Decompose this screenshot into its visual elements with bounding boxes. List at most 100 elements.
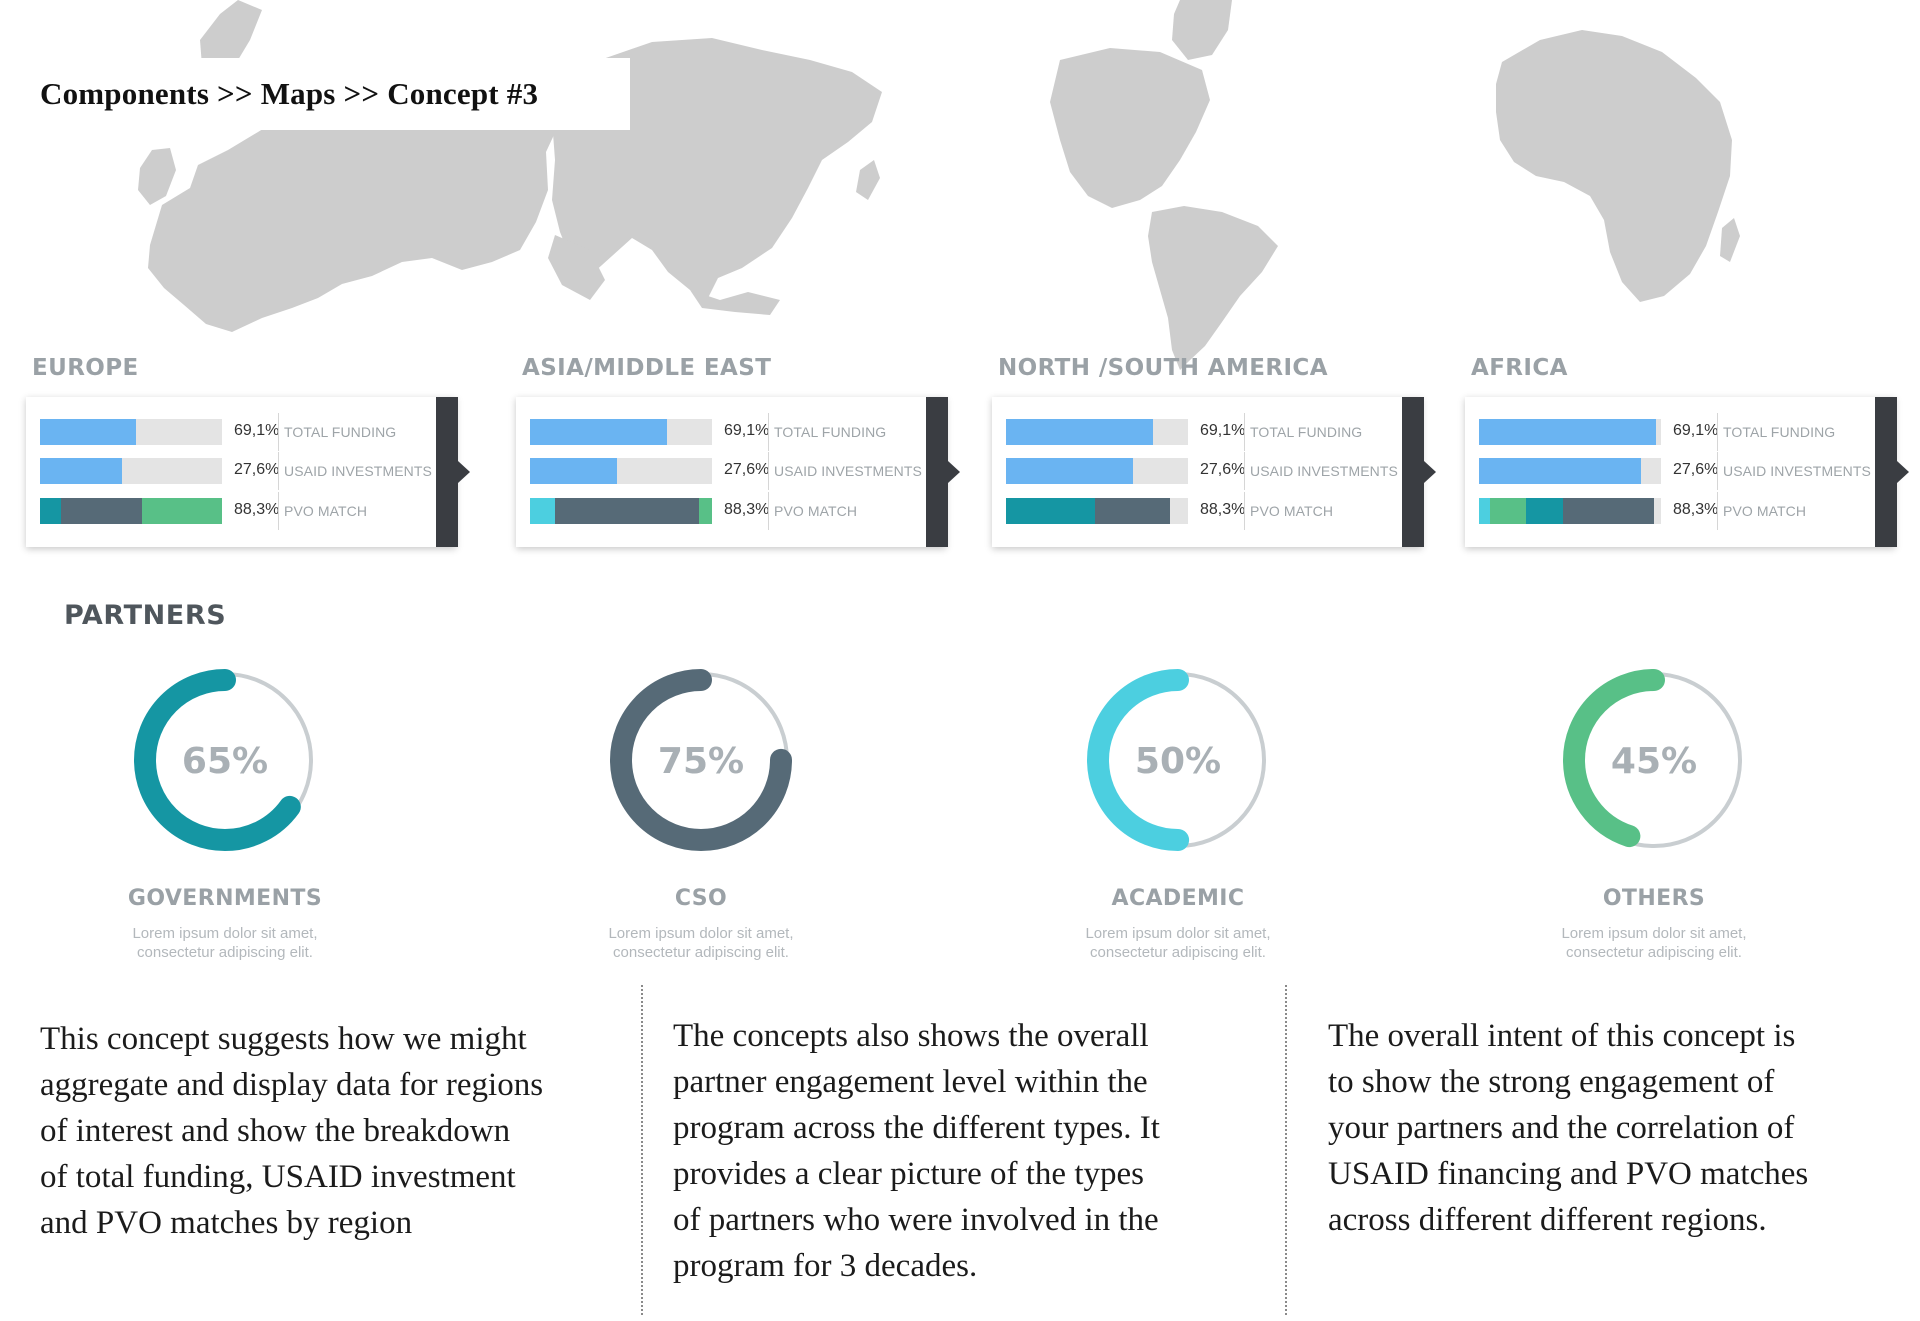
metric-label: PVO MATCH	[1250, 503, 1334, 519]
partner-donut: 50%	[1087, 669, 1269, 851]
metric-value: 69,1%	[724, 422, 770, 439]
metric-value: 27,6%	[724, 461, 770, 478]
metric-bar	[1006, 419, 1188, 445]
metric-bar-segment	[1479, 419, 1656, 445]
metric-row: 27,6% USAID INVESTMENTS	[530, 452, 922, 490]
note-line: aggregate and display data for regions	[40, 1067, 544, 1103]
metric-divider	[768, 413, 769, 451]
metric-divider	[1244, 413, 1245, 451]
note-line: of interest and show the breakdown	[40, 1113, 511, 1149]
metric-value: 88,3%	[1200, 501, 1246, 518]
partner-description-line: consectetur adipiscing elit.	[1090, 944, 1266, 961]
note-line: The concepts also shows the overall	[673, 1018, 1149, 1054]
note-regions: This concept suggests how we might aggreg…	[40, 1016, 630, 1246]
metric-bar-segment	[1526, 498, 1563, 524]
metric-bar-segment	[40, 458, 122, 484]
partner-cso[interactable]: 75% CSO Lorem ipsum dolor sit amet, consect…	[551, 660, 851, 961]
metric-value: 27,6%	[1200, 461, 1246, 478]
note-line: and PVO matches by region	[40, 1205, 413, 1241]
metric-bar-segment	[530, 458, 618, 484]
chevron-right-icon[interactable]	[458, 461, 470, 483]
region-title: NORTH /SOUTH AMERICA	[998, 355, 1328, 381]
partner-others[interactable]: 45% OTHERS Lorem ipsum dolor sit amet, cons…	[1504, 660, 1804, 961]
metric-row: 88,3% PVO MATCH	[1006, 492, 1396, 530]
map-land-arabia	[548, 235, 605, 300]
metric-bar-segment	[1006, 498, 1096, 524]
metric-bar-segment	[1562, 498, 1654, 524]
note-line: program for 3 decades.	[673, 1248, 978, 1284]
partner-description-line: consectetur adipiscing elit.	[613, 944, 789, 961]
metric-label: PVO MATCH	[284, 503, 368, 519]
card-expand-tab[interactable]	[436, 397, 458, 547]
partner-title: CSO	[674, 886, 728, 911]
partner-description-line: Lorem ipsum dolor sit amet,	[1085, 925, 1271, 942]
card-expand-tab[interactable]	[1402, 397, 1424, 547]
map-land-africa	[1496, 30, 1732, 302]
metric-bar	[40, 458, 222, 484]
metric-bar	[1479, 458, 1661, 484]
metric-bar-segment	[699, 498, 712, 524]
metric-value: 88,3%	[1673, 501, 1719, 518]
partner-description-line: consectetur adipiscing elit.	[137, 944, 313, 961]
metric-bar	[530, 498, 712, 524]
note-line: provides a clear picture of the types	[673, 1156, 1144, 1192]
world-map	[138, 0, 1740, 370]
partner-donut: 65%	[134, 669, 316, 851]
map-land-north-america	[1050, 48, 1210, 208]
metric-divider	[1717, 492, 1718, 530]
metric-value: 69,1%	[234, 422, 280, 439]
metric-label: TOTAL FUNDING	[1250, 424, 1363, 440]
partners-heading: PARTNERS	[64, 600, 227, 631]
partner-title: ACADEMIC	[1111, 886, 1245, 911]
metric-bar-segment	[530, 419, 668, 445]
metric-bar-segment	[60, 498, 142, 524]
metric-bar	[1006, 458, 1188, 484]
metric-bar-segment	[530, 498, 556, 524]
metric-row: 69,1% TOTAL FUNDING	[1006, 413, 1396, 451]
donut-arc	[1087, 669, 1269, 851]
metric-row: 88,3% PVO MATCH	[40, 492, 430, 530]
metric-label: TOTAL FUNDING	[774, 424, 887, 440]
metric-row: 69,1% TOTAL FUNDING	[40, 413, 430, 451]
map-land-asia	[552, 38, 882, 298]
partner-academic[interactable]: 50% ACADEMIC Lorem ipsum dolor sit amet, co…	[1028, 660, 1328, 961]
donut-percent-label: 75%	[658, 741, 744, 782]
note-line: USAID financing and PVO matches	[1328, 1156, 1809, 1192]
donut-percent-label: 45%	[1611, 741, 1697, 782]
metric-bar-segment	[141, 498, 222, 524]
metric-value: 88,3%	[724, 501, 770, 518]
metric-label: PVO MATCH	[774, 503, 858, 519]
partner-description-line: Lorem ipsum dolor sit amet,	[132, 925, 318, 942]
metric-bar	[1006, 498, 1188, 524]
partner-donut: 45%	[1563, 669, 1745, 851]
metric-row: 88,3% PVO MATCH	[1479, 492, 1869, 530]
chevron-right-icon[interactable]	[1424, 461, 1436, 483]
partner-description-line: Lorem ipsum dolor sit amet,	[1561, 925, 1747, 942]
partner-donut: 75%	[610, 669, 792, 851]
donut-arc	[134, 669, 316, 851]
metric-divider	[278, 492, 279, 530]
note-line: your partners and the correlation of	[1328, 1110, 1795, 1146]
metric-label: USAID INVESTMENTS	[1723, 463, 1871, 479]
region-card-body: 69,1% TOTAL FUNDING 27,6% USAID INVESTMENTS…	[1465, 397, 1895, 547]
map-land-uk	[138, 148, 176, 205]
metric-bar	[530, 419, 712, 445]
note-line: partner engagement level within the	[673, 1064, 1148, 1100]
chevron-right-icon[interactable]	[948, 461, 960, 483]
partner-title: GOVERNMENTS	[127, 886, 323, 911]
metric-label: PVO MATCH	[1723, 503, 1807, 519]
card-expand-tab[interactable]	[926, 397, 948, 547]
partner-governments[interactable]: 65% GOVERNMENTS Lorem ipsum dolor sit amet…	[75, 660, 375, 961]
card-expand-tab[interactable]	[1875, 397, 1897, 547]
metric-value: 27,6%	[1673, 461, 1719, 478]
region-card-body: 69,1% TOTAL FUNDING 27,6% USAID INVESTMENTS…	[992, 397, 1422, 547]
partner-title: OTHERS	[1602, 886, 1706, 911]
chevron-right-icon[interactable]	[1897, 461, 1909, 483]
metric-bar	[530, 458, 712, 484]
metric-divider	[768, 452, 769, 490]
metric-row: 88,3% PVO MATCH	[530, 492, 920, 530]
donut-arc	[610, 669, 792, 851]
metric-divider	[1244, 492, 1245, 530]
metric-divider	[768, 492, 769, 530]
metric-divider	[1244, 452, 1245, 490]
